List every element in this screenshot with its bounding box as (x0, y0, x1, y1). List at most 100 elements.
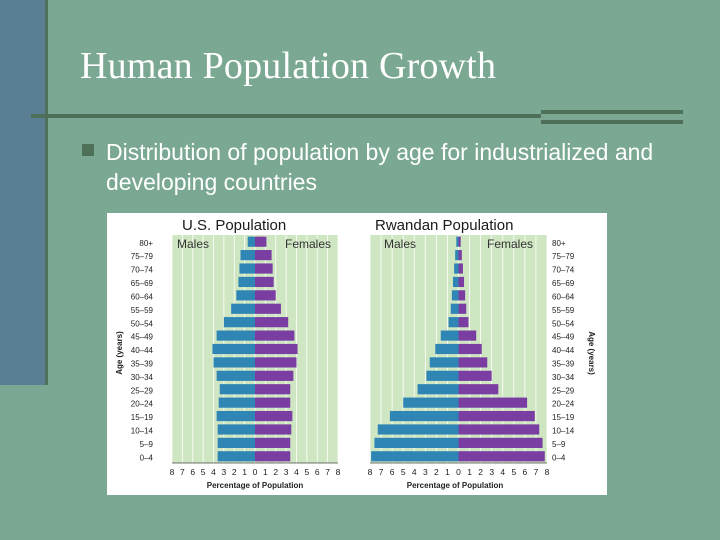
us-female-bar (255, 303, 281, 314)
us-male-bar (219, 384, 255, 395)
rw-age-label: 45–49 (552, 333, 575, 342)
rw-x-tick-label: 1 (445, 467, 450, 477)
us-age-label: 15–19 (131, 413, 154, 422)
us-age-label: 45–49 (131, 333, 154, 342)
us-male-bar (217, 451, 255, 462)
rw-male-bar (455, 250, 459, 261)
rw-age-label: 5–9 (552, 440, 566, 449)
rw-female-bar (458, 424, 540, 435)
us-female-bar (255, 236, 267, 247)
us-male-bar (223, 317, 255, 328)
rw-x-tick-label: 1 (467, 467, 472, 477)
us-age-label: 80+ (139, 239, 153, 248)
rw-female-bar (458, 330, 477, 341)
rw-male-bar (451, 290, 459, 301)
us-male-bar (216, 330, 255, 341)
us-age-label: 65–69 (131, 279, 154, 288)
us-x-tick-label: 3 (222, 467, 227, 477)
rw-x-tick-label: 4 (412, 467, 417, 477)
rw-x-tick-label: 8 (545, 467, 550, 477)
us-male-bar (238, 276, 255, 288)
us-females-label: Females (285, 237, 331, 251)
us-age-label: 35–39 (131, 360, 154, 369)
us-x-tick-label: 5 (201, 467, 206, 477)
rw-chart-title: Rwandan Population (375, 217, 513, 234)
us-age-label: 60–64 (131, 292, 154, 301)
us-male-bar (239, 263, 255, 274)
rw-male-bar (403, 397, 459, 408)
us-y-axis-label: Age (years) (115, 331, 124, 375)
us-female-bar (255, 437, 291, 448)
us-male-bar (231, 303, 255, 314)
rw-female-bar (458, 370, 492, 381)
us-female-bar (255, 451, 291, 462)
rw-age-label: 40–44 (552, 346, 575, 355)
rw-male-bar (417, 384, 459, 395)
rw-male-bar (454, 263, 459, 274)
rw-x-tick-label: 5 (511, 467, 516, 477)
us-female-bar (255, 384, 291, 395)
rw-x-tick-label: 2 (434, 467, 439, 477)
us-x-axis-label: Percentage of Population (207, 481, 304, 490)
us-x-tick-label: 1 (263, 467, 268, 477)
title-divider-right-top (541, 110, 683, 114)
rw-male-bar (456, 236, 459, 247)
us-male-bar (236, 290, 255, 301)
rw-age-label: 20–24 (552, 400, 575, 409)
rw-x-tick-label: 3 (489, 467, 494, 477)
us-x-tick-label: 1 (242, 467, 247, 477)
rw-age-label: 25–29 (552, 386, 575, 395)
us-male-bar (212, 343, 255, 355)
us-age-label: 25–29 (131, 386, 154, 395)
us-male-bar (216, 410, 255, 422)
us-x-tick-label: 6 (315, 467, 320, 477)
square-bullet-icon (82, 144, 94, 156)
slide-title: Human Population Growth (80, 45, 497, 87)
rw-x-axis-label: Percentage of Population (407, 481, 504, 490)
population-pyramids-figure: 0–4 5–9 10–14 15–19 20–24 25–29 30–34 35–39 40–4… (107, 213, 607, 495)
rw-male-bar (371, 451, 459, 462)
rw-age-label: 10–14 (552, 427, 575, 436)
pyramids-svg: 0–45–910–1415–1920–2425–2930–3435–3940–4… (115, 217, 596, 490)
us-x-tick-label: 0 (253, 467, 258, 477)
us-male-bar (217, 437, 255, 448)
rw-male-bar (426, 370, 459, 381)
us-x-tick-label: 8 (170, 467, 175, 477)
us-age-label: 75–79 (131, 252, 154, 261)
us-male-bar (216, 370, 255, 381)
us-female-bar (255, 357, 297, 368)
rw-x-tick-label: 4 (500, 467, 505, 477)
rw-x-tick-label: 3 (423, 467, 428, 477)
rw-male-bar (389, 410, 459, 422)
us-female-bar (255, 330, 295, 341)
us-x-tick-label: 4 (294, 467, 299, 477)
rw-male-bar (374, 437, 459, 448)
us-female-bar (255, 343, 298, 355)
us-female-bar (255, 250, 272, 261)
rw-female-bar (458, 397, 528, 408)
us-male-bar (247, 236, 255, 247)
rw-females-label: Females (487, 237, 533, 251)
us-x-tick-label: 7 (180, 467, 185, 477)
us-female-bar (255, 370, 294, 381)
us-x-tick-label: 2 (232, 467, 237, 477)
us-male-bar (218, 397, 255, 408)
rw-female-bar (458, 437, 543, 448)
us-age-label: 50–54 (131, 319, 154, 328)
us-female-bar (255, 276, 274, 288)
us-age-label: 0–4 (140, 453, 154, 462)
rw-female-bar (458, 451, 545, 462)
rw-age-label: 35–39 (552, 360, 575, 369)
us-age-label: 5–9 (140, 440, 154, 449)
us-x-tick-label: 8 (336, 467, 341, 477)
rw-age-label: 0–4 (552, 453, 566, 462)
us-female-bar (255, 263, 273, 274)
rw-female-bar (458, 343, 482, 355)
rw-female-bar (458, 250, 462, 261)
bullet-text: Distribution of population by age for in… (106, 139, 654, 195)
us-x-tick-label: 5 (305, 467, 310, 477)
rw-bars (371, 236, 545, 462)
rw-x-tick-label: 7 (534, 467, 539, 477)
title-divider-left (31, 114, 541, 118)
